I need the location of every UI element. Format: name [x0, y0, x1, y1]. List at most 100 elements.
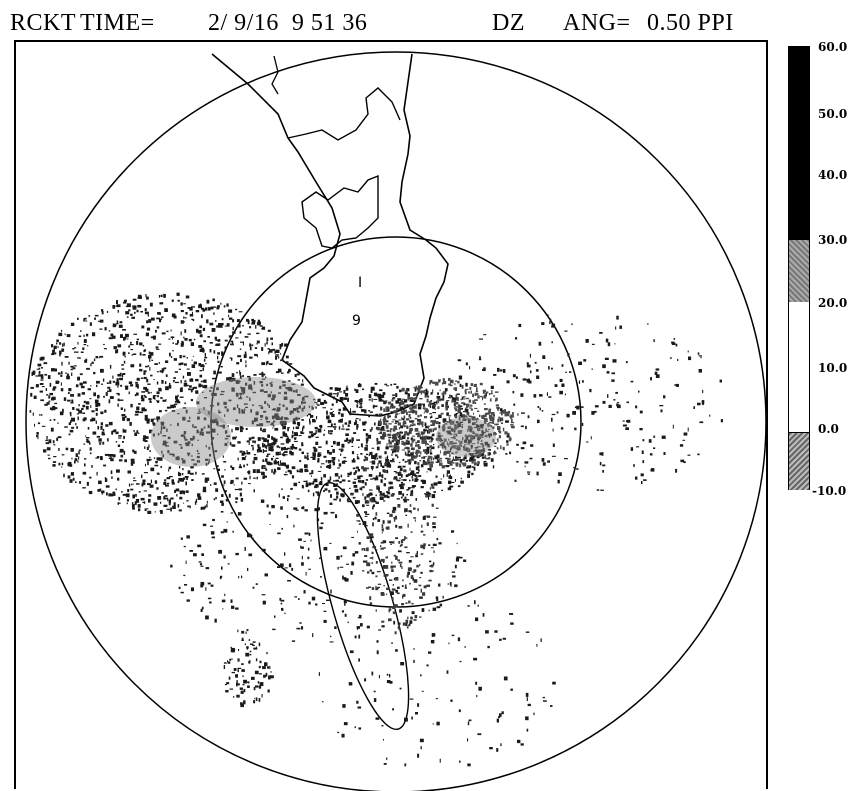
echo-pixel: [395, 393, 398, 398]
echo-pixel: [413, 580, 417, 583]
echo-pixel: [402, 398, 405, 400]
echo-pixel: [488, 410, 491, 414]
echo-pixel: [326, 465, 328, 468]
echo-pixel: [654, 371, 658, 375]
echo-pixel: [138, 295, 142, 299]
echo-pixel: [224, 469, 226, 471]
echo-pixel: [220, 351, 224, 353]
echo-pixel: [365, 479, 369, 481]
echo-pixel: [182, 468, 184, 471]
echo-pixel: [196, 412, 200, 414]
echo-pixel: [409, 479, 411, 482]
echo-pixel: [602, 364, 606, 369]
echo-pixel: [124, 299, 127, 302]
echo-pixel: [488, 408, 492, 411]
echo-pixel: [159, 319, 162, 323]
echo-pixel: [369, 533, 374, 537]
echo-pixel: [176, 456, 180, 461]
echo-pixel: [411, 489, 414, 494]
echo-pixel: [391, 487, 394, 489]
echo-pixel: [391, 597, 394, 601]
echo-pixel: [265, 469, 268, 471]
echo-pixel: [117, 403, 119, 407]
echo-pixel: [393, 620, 396, 625]
echo-pixel: [417, 415, 420, 418]
echo-pixel: [448, 383, 451, 386]
echo-pixel: [132, 298, 137, 301]
echo-pixel: [276, 407, 281, 411]
echo-pixel: [411, 455, 415, 459]
echo-pixel: [294, 421, 296, 425]
echo-pixel: [75, 453, 78, 458]
echo-pixel: [386, 587, 390, 590]
echo-pixel: [402, 401, 405, 405]
echo-pixel: [432, 526, 436, 529]
echo-pixel: [130, 364, 135, 368]
echo-pixel: [388, 439, 391, 443]
echo-pixel: [481, 396, 483, 401]
echo-pixel: [407, 523, 409, 528]
echo-pixel: [399, 563, 402, 568]
echo-pixel: [477, 438, 480, 441]
echo-pixel: [189, 378, 194, 382]
echo-pixel: [270, 446, 274, 449]
echo-pixel: [301, 562, 304, 566]
echo-pixel: [289, 399, 294, 404]
echo-pixel: [660, 409, 663, 413]
echo-pixel: [400, 400, 403, 403]
echo-pixel: [252, 586, 255, 589]
echo-pixel: [96, 456, 100, 459]
echo-pixel: [164, 479, 167, 482]
echo-pixel: [435, 475, 438, 478]
echo-pixel: [400, 486, 404, 490]
echo-pixel: [285, 434, 287, 437]
echo-pixel: [356, 456, 359, 460]
echo-pixel: [314, 401, 317, 403]
echo-pixel: [303, 480, 307, 483]
echo-pixel: [564, 393, 566, 396]
echo-pixel: [40, 414, 43, 416]
echo-pixel: [351, 561, 355, 566]
echo-pixel: [108, 399, 111, 404]
echo-pixel: [688, 356, 692, 361]
echo-pixel: [340, 453, 342, 456]
echo-pixel: [166, 482, 170, 484]
echo-pixel: [365, 444, 368, 447]
echo-pixel: [258, 698, 261, 702]
echo-pixel: [455, 425, 459, 429]
echo-pixel: [457, 430, 462, 434]
echo-pixel: [463, 402, 466, 406]
echo-pixel: [369, 596, 372, 601]
echo-pixel: [187, 372, 191, 376]
echo-pixel: [180, 537, 183, 540]
echo-pixel: [248, 377, 252, 381]
echo-pixel: [291, 640, 296, 642]
echo-pixel: [420, 571, 423, 574]
echo-pixel: [454, 407, 456, 410]
echo-pixel: [407, 626, 409, 629]
echo-pixel: [267, 678, 271, 680]
echo-pixel: [387, 462, 391, 466]
echo-pixel: [224, 339, 228, 342]
echo-pixel: [449, 384, 453, 387]
echo-pixel: [140, 377, 144, 379]
echo-pixel: [465, 362, 468, 366]
echo-pixel: [369, 461, 374, 463]
echo-pixel: [476, 446, 481, 448]
echo-pixel: [143, 349, 145, 353]
echo-pixel: [246, 440, 250, 443]
echo-pixel: [446, 400, 450, 402]
echo-pixel: [368, 415, 370, 418]
echo-pixel: [136, 341, 139, 345]
echo-pixel: [293, 432, 298, 437]
echo-pixel: [121, 491, 123, 493]
echo-pixel: [246, 647, 248, 650]
echo-pixel: [467, 470, 471, 474]
echo-pixel: [457, 637, 461, 642]
echo-pixel: [296, 417, 301, 420]
echo-pixel: [441, 394, 444, 396]
echo-pixel: [364, 482, 367, 486]
echo-pixel: [396, 448, 400, 453]
echo-pixel: [317, 470, 322, 472]
echo-pixel: [455, 464, 459, 467]
